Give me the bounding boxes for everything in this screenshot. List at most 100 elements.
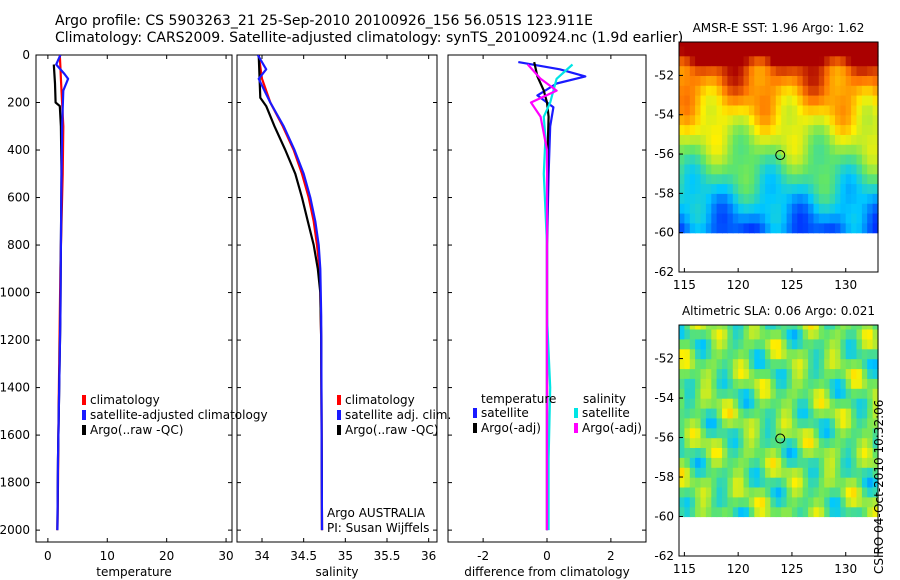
heatmap-cell — [759, 407, 766, 419]
heatmap-cell — [861, 183, 868, 194]
heatmap-cell — [861, 486, 868, 498]
heatmap-cell — [754, 325, 761, 330]
heatmap-cell — [861, 95, 868, 106]
heatmap-cell — [872, 203, 879, 214]
heatmap-cell — [732, 203, 739, 214]
heatmap-cell — [679, 144, 685, 155]
heatmap-cell — [689, 85, 696, 96]
heatmap-cell — [781, 506, 788, 518]
heatmap-cell — [759, 348, 766, 360]
heatmap-cell — [684, 417, 691, 429]
heatmap-cell — [818, 213, 825, 224]
x-tick-label: 30 — [218, 549, 233, 563]
heatmap-cell — [732, 447, 739, 458]
heatmap-cell — [781, 358, 788, 370]
heatmap-cell — [765, 85, 772, 96]
heatmap-cell — [845, 338, 852, 350]
heatmap-cell — [797, 368, 804, 379]
legend-swatch — [82, 395, 86, 405]
heatmap-cell — [689, 154, 696, 165]
heatmap-cell — [684, 173, 691, 185]
heatmap-cell — [705, 213, 712, 224]
heatmap-cell — [856, 486, 863, 498]
legend-label: climatology — [345, 393, 415, 407]
heatmap-cell — [711, 114, 718, 126]
y-tick-label: 0 — [22, 48, 30, 62]
heatmap-cell — [813, 213, 820, 224]
y-tick-label: -54 — [654, 391, 674, 405]
heatmap-cell — [700, 506, 707, 518]
x-tick-label: 34.5 — [290, 549, 317, 563]
heatmap-cell — [759, 447, 766, 458]
heatmap-cell — [705, 203, 712, 214]
heatmap-cell — [770, 437, 777, 448]
heatmap-cell — [872, 437, 879, 448]
heatmap-cell — [851, 213, 858, 224]
heatmap-cell — [743, 348, 750, 360]
heatmap-cell — [808, 398, 815, 409]
heatmap-cell — [781, 144, 788, 155]
heatmap-cell — [861, 378, 868, 389]
heatmap-cell — [711, 173, 718, 185]
heatmap-cell — [824, 338, 831, 350]
heatmap-cell — [765, 183, 772, 194]
heatmap-cell — [835, 104, 841, 116]
heatmap-cell — [679, 358, 685, 370]
heatmap-cell — [727, 183, 734, 194]
heatmap-cell — [824, 75, 831, 86]
heatmap-cell — [695, 173, 702, 185]
heatmap-cell — [700, 407, 707, 419]
heatmap-cell — [802, 447, 809, 458]
heatmap-cell — [813, 154, 820, 165]
heatmap-cell — [716, 193, 723, 204]
heatmap-cell — [743, 173, 750, 185]
heatmap-cell — [738, 183, 745, 194]
heatmap-cell — [705, 55, 712, 67]
heatmap-cell — [679, 348, 685, 360]
heatmap-cell — [705, 338, 712, 350]
heatmap-cell — [748, 378, 755, 389]
heatmap-cell — [765, 163, 772, 175]
heatmap-cell — [732, 338, 739, 350]
heatmap-cell — [705, 65, 712, 76]
heatmap-cell — [872, 348, 879, 360]
heatmap-cell — [722, 85, 728, 96]
heatmap-cell — [716, 55, 723, 67]
heatmap-cell — [727, 222, 734, 234]
heatmap-cell — [786, 114, 793, 126]
x-tick-label: 2 — [607, 549, 615, 563]
heatmap-cell — [856, 154, 863, 165]
heatmap-cell — [840, 85, 847, 96]
heatmap-cell — [754, 368, 761, 379]
heatmap-cell — [711, 85, 718, 96]
heatmap-cell — [786, 85, 793, 96]
heatmap-cell — [781, 417, 788, 429]
heatmap-cell — [867, 134, 874, 145]
heatmap-cell — [695, 358, 702, 370]
heatmap-cell — [802, 388, 809, 399]
heatmap-cell — [867, 467, 874, 478]
heatmap-cell — [791, 378, 798, 389]
heatmap-cell — [754, 75, 761, 86]
heatmap-cell — [829, 95, 836, 106]
heatmap-cell — [775, 75, 782, 86]
heatmap-cell — [867, 104, 874, 116]
heatmap-cell — [684, 213, 691, 224]
heatmap-cell — [824, 486, 831, 498]
heatmap-cell — [856, 378, 863, 389]
heatmap-cell — [781, 368, 788, 379]
heatmap-cell — [759, 398, 766, 409]
heatmap-cell — [732, 163, 739, 175]
heatmap-cell — [872, 388, 879, 399]
heatmap-cell — [705, 183, 712, 194]
heatmap-cell — [786, 95, 793, 106]
heatmap-cell — [845, 378, 852, 389]
heatmap-cell — [684, 358, 691, 370]
heatmap-cell — [867, 124, 874, 135]
heatmap-cell — [759, 358, 766, 370]
heatmap-cell — [791, 213, 798, 224]
legend-swatch — [337, 410, 341, 420]
heatmap-cell — [829, 388, 836, 399]
heatmap-cell — [851, 427, 858, 439]
heatmap-cell — [765, 65, 772, 76]
